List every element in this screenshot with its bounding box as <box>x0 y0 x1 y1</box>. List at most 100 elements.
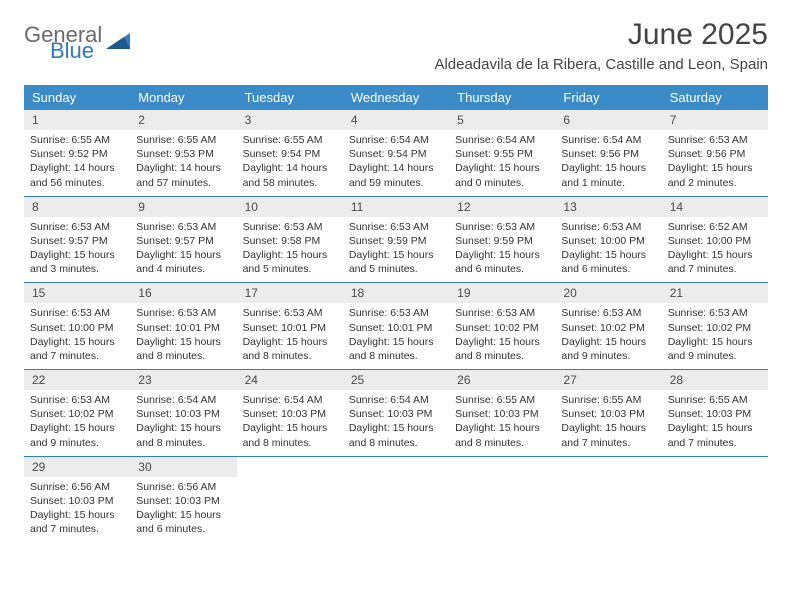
daylight-text: and 56 minutes. <box>30 176 124 190</box>
daylight-text: and 7 minutes. <box>561 436 655 450</box>
day-details: Sunrise: 6:53 AMSunset: 9:57 PMDaylight:… <box>130 217 236 283</box>
calendar-cell: 15Sunrise: 6:53 AMSunset: 10:00 PMDaylig… <box>24 283 130 369</box>
daylight-text: Daylight: 15 hours <box>668 421 762 435</box>
day-details: Sunrise: 6:53 AMSunset: 10:00 PMDaylight… <box>555 217 661 283</box>
daylight-text: and 5 minutes. <box>243 262 337 276</box>
day-details: Sunrise: 6:53 AMSunset: 10:01 PMDaylight… <box>343 303 449 369</box>
calendar-cell: 11Sunrise: 6:53 AMSunset: 9:59 PMDayligh… <box>343 197 449 283</box>
daylight-text: Daylight: 15 hours <box>136 421 230 435</box>
daylight-text: Daylight: 15 hours <box>243 421 337 435</box>
day-details: Sunrise: 6:56 AMSunset: 10:03 PMDaylight… <box>130 477 236 543</box>
daylight-text: and 0 minutes. <box>455 176 549 190</box>
weekday-label: Tuesday <box>237 85 343 110</box>
sunrise-text: Sunrise: 6:53 AM <box>243 220 337 234</box>
calendar-cell: 3Sunrise: 6:55 AMSunset: 9:54 PMDaylight… <box>237 110 343 196</box>
daylight-text: Daylight: 15 hours <box>561 335 655 349</box>
logo-word-blue: Blue <box>50 40 102 62</box>
calendar-row: 8Sunrise: 6:53 AMSunset: 9:57 PMDaylight… <box>24 197 768 284</box>
sunset-text: Sunset: 9:56 PM <box>668 147 762 161</box>
daylight-text: and 7 minutes. <box>30 349 124 363</box>
sunrise-text: Sunrise: 6:53 AM <box>668 133 762 147</box>
calendar-cell <box>449 457 555 543</box>
sunset-text: Sunset: 10:02 PM <box>561 321 655 335</box>
daylight-text: Daylight: 15 hours <box>30 421 124 435</box>
sunset-text: Sunset: 9:55 PM <box>455 147 549 161</box>
calendar-cell: 9Sunrise: 6:53 AMSunset: 9:57 PMDaylight… <box>130 197 236 283</box>
daylight-text: Daylight: 15 hours <box>668 335 762 349</box>
day-number: 4 <box>343 110 449 130</box>
sunrise-text: Sunrise: 6:53 AM <box>349 306 443 320</box>
daylight-text: Daylight: 15 hours <box>30 248 124 262</box>
calendar-weekday-header: Sunday Monday Tuesday Wednesday Thursday… <box>24 85 768 110</box>
day-details: Sunrise: 6:54 AMSunset: 9:55 PMDaylight:… <box>449 130 555 196</box>
day-number: 20 <box>555 283 661 303</box>
daylight-text: and 8 minutes. <box>136 349 230 363</box>
day-number: 14 <box>662 197 768 217</box>
calendar-cell: 12Sunrise: 6:53 AMSunset: 9:59 PMDayligh… <box>449 197 555 283</box>
month-title: June 2025 <box>434 18 768 52</box>
daylight-text: Daylight: 15 hours <box>349 421 443 435</box>
sunrise-text: Sunrise: 6:54 AM <box>243 393 337 407</box>
day-details: Sunrise: 6:53 AMSunset: 9:58 PMDaylight:… <box>237 217 343 283</box>
sunrise-text: Sunrise: 6:52 AM <box>668 220 762 234</box>
sunrise-text: Sunrise: 6:55 AM <box>668 393 762 407</box>
sunset-text: Sunset: 10:03 PM <box>349 407 443 421</box>
weekday-label: Friday <box>555 85 661 110</box>
day-number: 12 <box>449 197 555 217</box>
daylight-text: and 8 minutes. <box>243 349 337 363</box>
daylight-text: Daylight: 15 hours <box>349 248 443 262</box>
daylight-text: and 2 minutes. <box>668 176 762 190</box>
calendar-cell: 27Sunrise: 6:55 AMSunset: 10:03 PMDaylig… <box>555 370 661 456</box>
sunset-text: Sunset: 9:59 PM <box>455 234 549 248</box>
daylight-text: and 4 minutes. <box>136 262 230 276</box>
daylight-text: Daylight: 15 hours <box>455 161 549 175</box>
sunset-text: Sunset: 10:00 PM <box>668 234 762 248</box>
calendar-cell: 20Sunrise: 6:53 AMSunset: 10:02 PMDaylig… <box>555 283 661 369</box>
daylight-text: Daylight: 15 hours <box>561 421 655 435</box>
sunset-text: Sunset: 9:52 PM <box>30 147 124 161</box>
day-details: Sunrise: 6:53 AMSunset: 9:57 PMDaylight:… <box>24 217 130 283</box>
day-details: Sunrise: 6:54 AMSunset: 9:54 PMDaylight:… <box>343 130 449 196</box>
day-details: Sunrise: 6:53 AMSunset: 9:59 PMDaylight:… <box>449 217 555 283</box>
calendar-cell: 5Sunrise: 6:54 AMSunset: 9:55 PMDaylight… <box>449 110 555 196</box>
calendar: Sunday Monday Tuesday Wednesday Thursday… <box>24 85 768 542</box>
daylight-text: Daylight: 15 hours <box>561 161 655 175</box>
daylight-text: Daylight: 15 hours <box>349 335 443 349</box>
sunset-text: Sunset: 10:01 PM <box>136 321 230 335</box>
sunrise-text: Sunrise: 6:54 AM <box>136 393 230 407</box>
calendar-cell: 7Sunrise: 6:53 AMSunset: 9:56 PMDaylight… <box>662 110 768 196</box>
calendar-cell: 29Sunrise: 6:56 AMSunset: 10:03 PMDaylig… <box>24 457 130 543</box>
calendar-cell: 10Sunrise: 6:53 AMSunset: 9:58 PMDayligh… <box>237 197 343 283</box>
daylight-text: Daylight: 15 hours <box>30 508 124 522</box>
sunrise-text: Sunrise: 6:54 AM <box>349 393 443 407</box>
daylight-text: and 8 minutes. <box>243 436 337 450</box>
sunset-text: Sunset: 9:56 PM <box>561 147 655 161</box>
day-number: 1 <box>24 110 130 130</box>
daylight-text: and 8 minutes. <box>455 349 549 363</box>
calendar-cell: 16Sunrise: 6:53 AMSunset: 10:01 PMDaylig… <box>130 283 236 369</box>
calendar-cell: 6Sunrise: 6:54 AMSunset: 9:56 PMDaylight… <box>555 110 661 196</box>
day-number: 8 <box>24 197 130 217</box>
sunset-text: Sunset: 10:01 PM <box>243 321 337 335</box>
sunset-text: Sunset: 10:03 PM <box>243 407 337 421</box>
day-number: 28 <box>662 370 768 390</box>
daylight-text: Daylight: 14 hours <box>243 161 337 175</box>
sunrise-text: Sunrise: 6:53 AM <box>455 306 549 320</box>
daylight-text: Daylight: 15 hours <box>668 161 762 175</box>
sunset-text: Sunset: 10:03 PM <box>136 494 230 508</box>
daylight-text: Daylight: 15 hours <box>455 335 549 349</box>
calendar-cell: 4Sunrise: 6:54 AMSunset: 9:54 PMDaylight… <box>343 110 449 196</box>
calendar-cell: 30Sunrise: 6:56 AMSunset: 10:03 PMDaylig… <box>130 457 236 543</box>
sunrise-text: Sunrise: 6:54 AM <box>349 133 443 147</box>
daylight-text: and 7 minutes. <box>30 522 124 536</box>
weekday-label: Monday <box>130 85 236 110</box>
sunrise-text: Sunrise: 6:55 AM <box>136 133 230 147</box>
calendar-cell: 8Sunrise: 6:53 AMSunset: 9:57 PMDaylight… <box>24 197 130 283</box>
sunrise-text: Sunrise: 6:53 AM <box>136 306 230 320</box>
day-number: 15 <box>24 283 130 303</box>
sunrise-text: Sunrise: 6:54 AM <box>455 133 549 147</box>
sunrise-text: Sunrise: 6:56 AM <box>136 480 230 494</box>
calendar-cell: 13Sunrise: 6:53 AMSunset: 10:00 PMDaylig… <box>555 197 661 283</box>
daylight-text: and 9 minutes. <box>561 349 655 363</box>
day-details: Sunrise: 6:53 AMSunset: 10:00 PMDaylight… <box>24 303 130 369</box>
